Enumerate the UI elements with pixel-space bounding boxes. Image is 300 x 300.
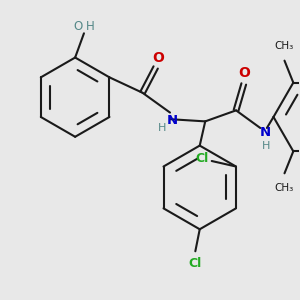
Text: O: O	[152, 50, 164, 64]
Text: O: O	[238, 66, 250, 80]
Text: O: O	[74, 20, 83, 33]
Text: Cl: Cl	[195, 152, 208, 165]
Text: N: N	[260, 126, 271, 139]
Text: H: H	[86, 20, 95, 33]
Text: CH₃: CH₃	[275, 41, 294, 51]
Text: H: H	[158, 123, 166, 133]
Text: N: N	[167, 114, 178, 127]
Text: Cl: Cl	[189, 257, 202, 270]
Text: H: H	[262, 141, 270, 151]
Text: CH₃: CH₃	[275, 183, 294, 193]
